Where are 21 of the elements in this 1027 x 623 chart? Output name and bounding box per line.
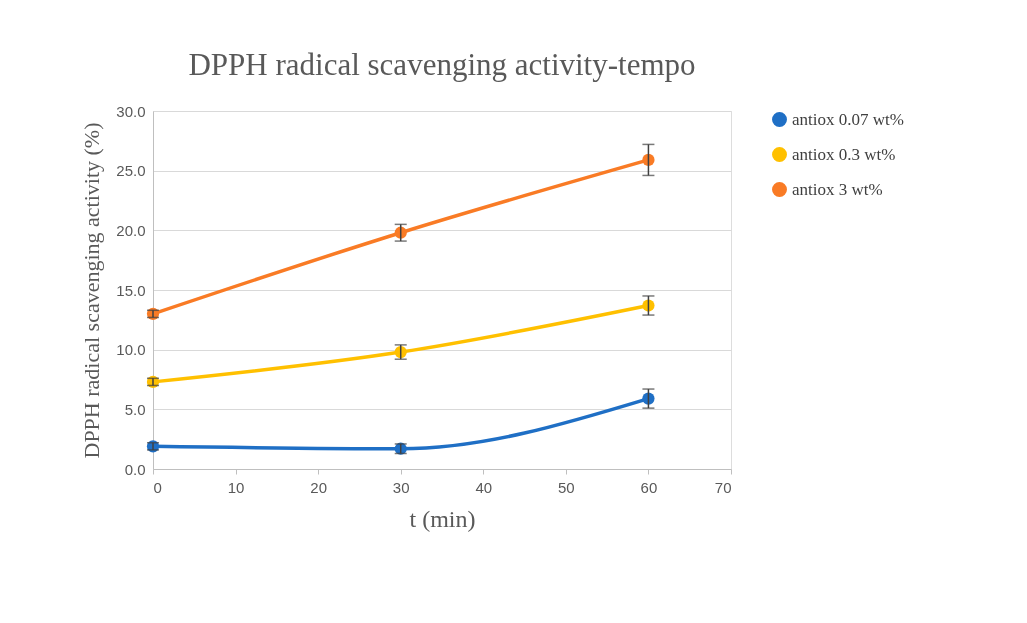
legend-label: antiox 0.3 wt% [792,144,896,164]
legend-label: antiox 3 wt% [792,179,883,199]
x-tick-label: 20 [310,478,327,496]
x-axis-title: t (min) [409,505,476,532]
x-tick-label: 0 [153,478,162,496]
x-tick-label: 30 [392,478,410,496]
y-tick-label: 30.0 [116,102,146,120]
y-tick-label: 15.0 [116,281,146,299]
x-tick-label: 40 [475,478,493,496]
legend-label: antiox 0.07 wt% [792,109,904,129]
x-tick-label: 70 [714,478,732,496]
y-tick-label: 10.0 [116,341,146,359]
x-tick-label: 10 [227,478,245,496]
y-axis-title: DPPH radical scavenging activity (%) [79,122,105,459]
x-tick-label: 50 [558,478,575,496]
y-tick-label: 0.0 [124,460,146,478]
y-tick-label: 5.0 [124,400,146,418]
x-tick-label: 60 [640,478,658,496]
chart-title: DPPH radical scavenging activity-tempo [188,47,696,82]
y-tick-label: 20.0 [116,221,146,239]
y-tick-label: 25.0 [116,162,146,180]
